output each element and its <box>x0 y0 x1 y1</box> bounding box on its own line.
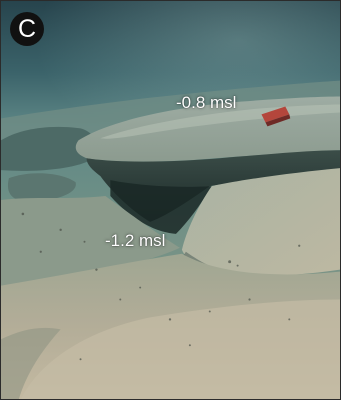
panel-letter-badge: C <box>10 12 44 46</box>
depth-label-lower: -1.2 msl <box>105 231 166 250</box>
depth-label-upper: -0.8 msl <box>176 93 237 112</box>
